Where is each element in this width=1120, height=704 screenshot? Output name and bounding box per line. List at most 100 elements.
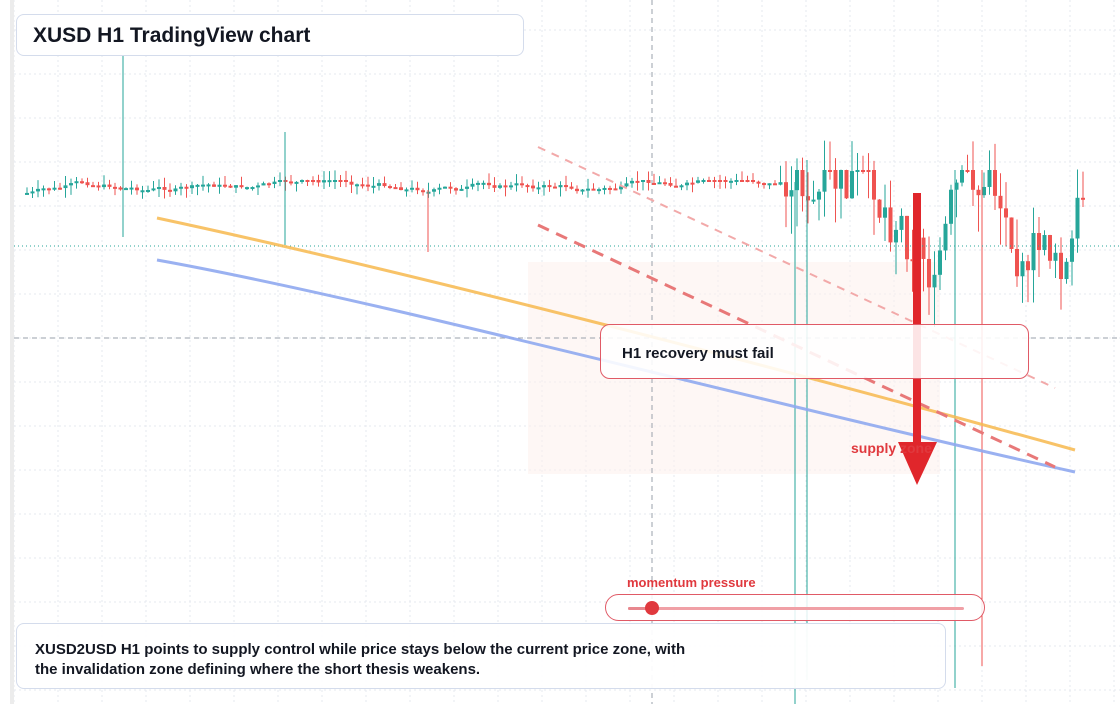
candle-body [910, 259, 915, 262]
candle-body [734, 180, 739, 182]
candle-body [333, 180, 337, 182]
candle-body [63, 185, 68, 189]
candle-body [624, 183, 629, 187]
candle-body [371, 185, 376, 188]
candle-body [652, 182, 656, 185]
candle-body [778, 182, 783, 185]
trendline-dashed-light[interactable] [537, 146, 1056, 389]
candle-body [613, 188, 618, 191]
candle-body [1015, 248, 1019, 277]
summary-line-1: XUSD2USD H1 points to supply control whi… [35, 641, 686, 658]
candle-body [157, 187, 161, 190]
candle-body [784, 182, 788, 197]
candle-body [767, 183, 772, 186]
candle-body [795, 170, 799, 191]
candle-body [976, 189, 981, 196]
candle-body [877, 199, 882, 218]
candle-body [239, 185, 244, 188]
candle-body [866, 170, 871, 172]
candle-body [261, 183, 266, 186]
candle-body [685, 182, 689, 186]
left-rail [10, 0, 14, 704]
bearish-arrow-head [898, 442, 937, 485]
candle-body [327, 180, 332, 183]
candle-body [806, 196, 810, 201]
candle-body [168, 189, 172, 192]
momentum-slider[interactable] [605, 594, 985, 621]
candle-body [679, 185, 684, 188]
candle-body [25, 192, 29, 195]
candle-body [421, 190, 425, 193]
candle-body [102, 184, 106, 188]
candle-body [228, 185, 233, 188]
candle-body [36, 188, 40, 192]
candle-body [360, 184, 365, 187]
candle-body [415, 187, 420, 191]
candle-body [146, 189, 150, 192]
candle-body [927, 258, 931, 288]
candle-body [993, 170, 997, 196]
candle-body [349, 181, 354, 185]
candle-body [492, 185, 497, 188]
candle-body [762, 183, 766, 186]
candle-body [481, 182, 486, 185]
candle-body [267, 183, 271, 186]
candle-body [960, 170, 964, 183]
candle-body [107, 184, 112, 187]
candle-body [278, 180, 282, 182]
candle-body [1020, 261, 1025, 277]
candle-body [289, 181, 293, 184]
candle-body [591, 188, 596, 191]
candle-body [608, 187, 612, 190]
candle-body [883, 207, 887, 218]
candle-body [1031, 233, 1036, 271]
candle-body [553, 186, 557, 189]
candle-body [1026, 261, 1030, 271]
candle-body [1037, 233, 1041, 250]
candle-body [316, 180, 321, 183]
candle-body [674, 185, 678, 188]
candle-body [751, 180, 755, 182]
candle-body [206, 184, 211, 187]
candle-body [520, 183, 524, 186]
candle-body [740, 180, 744, 182]
candle-body [833, 170, 838, 189]
recovery-callout: H1 recovery must fail [600, 324, 1029, 379]
candle-body [294, 181, 299, 184]
candle-body [1053, 252, 1058, 261]
candle-body [437, 187, 442, 190]
candle-body [404, 189, 409, 192]
candle-body [657, 182, 662, 185]
candle-body [1064, 261, 1069, 280]
candle-body [547, 185, 552, 188]
candle-body [1004, 208, 1008, 218]
moving-average-fast[interactable] [156, 216, 1076, 452]
candle-body [773, 183, 777, 186]
candle-body [173, 188, 178, 192]
candle-body [344, 180, 348, 182]
momentum-thumb[interactable] [644, 601, 659, 615]
candle-body [602, 187, 607, 190]
candle-body [41, 188, 46, 191]
candle-body [487, 182, 491, 186]
candle-body [58, 187, 62, 190]
candle-body [965, 170, 970, 172]
candle-body [861, 170, 865, 172]
candle-body [696, 180, 700, 183]
candle-body [443, 186, 447, 189]
candle-body [646, 180, 651, 183]
candle-body [410, 187, 414, 190]
candle-body [844, 170, 849, 199]
moving-average-slow[interactable] [156, 258, 1076, 474]
candle-body [987, 170, 992, 187]
candle-body [712, 180, 717, 182]
candle-body [542, 185, 546, 188]
candle-body [822, 170, 827, 192]
candle-body [888, 207, 893, 243]
candle-body [179, 186, 183, 189]
momentum-fill [628, 607, 652, 610]
candle-body [135, 187, 139, 191]
candle-body [338, 180, 343, 182]
candle-body [52, 187, 57, 190]
candle-body [525, 185, 530, 188]
